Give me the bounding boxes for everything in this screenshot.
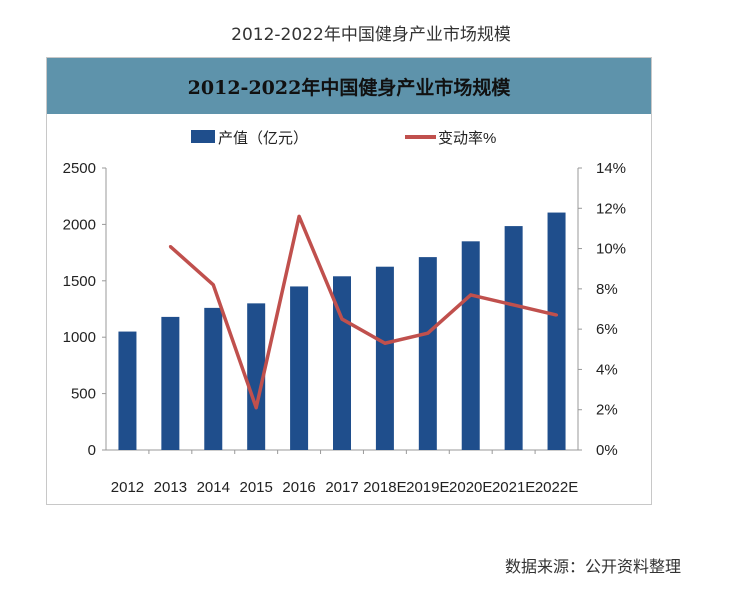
line-point [340, 317, 344, 321]
left-tick-label: 1500 [63, 273, 96, 290]
line-point [211, 283, 215, 287]
line-point [168, 245, 172, 249]
bar [547, 212, 566, 450]
right-tick-label: 8% [596, 281, 618, 298]
x-tick-label: 2021E [492, 479, 535, 496]
x-tick-label: 2014 [197, 479, 230, 496]
right-tick-label: 4% [596, 361, 618, 378]
left-tick-label: 1000 [63, 329, 96, 346]
right-tick-label: 0% [596, 442, 618, 459]
line-point [383, 341, 387, 345]
right-tick-label: 14% [596, 160, 626, 177]
x-tick-label: 2013 [154, 479, 187, 496]
bar [247, 303, 266, 450]
x-tick-label: 2019E [406, 479, 449, 496]
bar [504, 226, 523, 450]
line-point [469, 293, 473, 297]
x-tick-label: 2017 [325, 479, 358, 496]
chart-title: 2012-2022年中国健身产业市场规模 [187, 76, 511, 99]
chart-header: 2012-2022年中国健身产业市场规模 [47, 58, 651, 114]
left-tick-label: 2000 [63, 216, 96, 233]
x-tick-label: 2020E [449, 479, 492, 496]
right-tick-label: 12% [596, 200, 626, 217]
left-tick-label: 0 [88, 442, 96, 459]
x-tick-label: 2022E [535, 479, 578, 496]
legend-line-label: 变动率% [438, 130, 496, 147]
right-tick-label: 6% [596, 321, 618, 338]
x-tick-label: 2018E [363, 479, 406, 496]
bar [161, 316, 180, 450]
line-point [555, 313, 559, 317]
left-tick-label: 500 [71, 386, 96, 403]
line-point [297, 214, 301, 218]
line-point [512, 303, 516, 307]
x-tick-label: 2012 [111, 479, 144, 496]
page-title: 2012-2022年中国健身产业市场规模 [231, 25, 511, 45]
bar [290, 286, 309, 450]
bar [204, 307, 223, 450]
x-tick-label: 2016 [282, 479, 315, 496]
line-point [426, 331, 430, 335]
legend-bar-label: 产值（亿元） [218, 130, 308, 147]
right-tick-label: 10% [596, 241, 626, 258]
x-tick-label: 2015 [239, 479, 272, 496]
bar [461, 241, 480, 450]
line-series [169, 214, 557, 410]
line-point [254, 406, 258, 410]
chart-frame: 2012-2022年中国健身产业市场规模 [46, 57, 652, 505]
bar [418, 257, 437, 450]
left-tick-label: 2500 [63, 160, 96, 177]
legend-bar-swatch [191, 130, 215, 143]
bar [375, 266, 394, 450]
data-source: 数据来源：公开资料整理 [505, 557, 682, 576]
right-tick-label: 2% [596, 402, 618, 419]
bar [118, 331, 137, 450]
